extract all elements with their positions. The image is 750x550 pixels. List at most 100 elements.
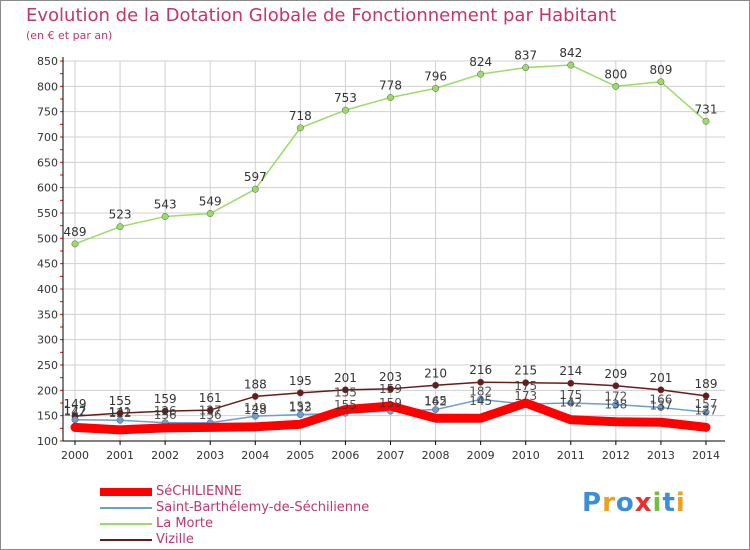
- point-la_morte-2013: [657, 78, 665, 86]
- point-saint_barthelemy-2004: [251, 412, 259, 420]
- x-tick-label-2005: 2005: [286, 449, 314, 462]
- point-sechilienne-2000: [72, 424, 78, 431]
- data-label-la_morte-2005: 718: [289, 109, 312, 123]
- point-sechilienne-2002: [162, 424, 169, 431]
- y-tick-label-400: 400: [37, 283, 58, 296]
- data-label-la_morte-2008: 796: [424, 69, 447, 83]
- data-label-sechilienne-2010: 175: [514, 379, 537, 393]
- point-la_morte-2003: [206, 210, 214, 217]
- point-saint_barthelemy-2011: [567, 399, 575, 407]
- data-label-la_morte-2010: 837: [514, 49, 537, 63]
- x-tick-label-2011: 2011: [557, 449, 585, 462]
- point-la_morte-2007: [387, 94, 394, 101]
- point-la_morte-2009: [477, 70, 485, 78]
- point-la_morte-2001: [116, 223, 124, 231]
- x-tick-label-2001: 2001: [106, 449, 134, 462]
- y-tick-label-500: 500: [37, 232, 58, 245]
- legend-item-la-morte: La Morte: [100, 516, 420, 532]
- data-label-sechilienne-2008: 145: [424, 394, 447, 408]
- point-sechilienne-2012: [612, 418, 619, 425]
- data-label-sechilienne-2011: 142: [559, 396, 582, 410]
- y-tick-label-850: 850: [37, 55, 58, 68]
- data-label-la_morte-2007: 778: [379, 78, 402, 92]
- legend-swatch-sechilienne: [100, 488, 152, 496]
- x-tick-label-2008: 2008: [422, 449, 450, 462]
- data-label-sechilienne-2009: 145: [469, 394, 492, 408]
- legend-label-la-morte: La Morte: [156, 516, 213, 531]
- data-label-vizille-2003: 161: [199, 391, 222, 405]
- data-label-vizille-2006: 201: [334, 371, 357, 385]
- point-saint_barthelemy-2012: [612, 401, 620, 408]
- data-label-la_morte-2003: 549: [199, 195, 222, 209]
- chart-subtitle: (en € et par an): [26, 29, 113, 42]
- x-tick-label-2012: 2012: [602, 449, 630, 462]
- point-la_morte-2006: [341, 106, 349, 114]
- legend-label-sechilienne: SéCHILIENNE: [156, 484, 242, 499]
- data-label-saint_barthelemy-2001: 141: [109, 405, 132, 419]
- data-label-sechilienne-2007: 159: [379, 382, 402, 396]
- y-tick-label-300: 300: [37, 334, 58, 347]
- point-vizille-2003: [206, 406, 214, 414]
- data-label-sechilienne-2003: 127: [199, 403, 222, 417]
- y-tick-label-250: 250: [37, 359, 58, 372]
- legend-item-saint-barthelemy: Saint-Barthélemy-de-Séchilienne: [100, 500, 420, 516]
- data-label-saint_barthelemy-2000: 142: [64, 405, 87, 419]
- point-sechilienne-2011: [567, 416, 574, 423]
- data-label-saint_barthelemy-2013: 166: [649, 393, 672, 407]
- legend-label-saint-barthelemy: Saint-Barthélemy-de-Séchilienne: [156, 500, 370, 515]
- data-label-la_morte-2009: 824: [469, 55, 492, 69]
- data-label-sechilienne-2000: 127: [64, 403, 87, 417]
- legend: SéCHILIENNE Saint-Barthélemy-de-Séchilie…: [100, 484, 420, 548]
- point-vizille-2010: [522, 379, 530, 387]
- data-label-la_morte-2006: 753: [334, 91, 357, 105]
- data-label-saint_barthelemy-2012: 172: [604, 390, 627, 404]
- legend-swatch-saint-barthelemy: [100, 507, 152, 509]
- point-vizille-2012: [612, 382, 620, 390]
- data-label-vizille-2013: 201: [649, 371, 672, 385]
- x-tick-label-2010: 2010: [512, 449, 540, 462]
- point-vizille-2011: [567, 379, 575, 387]
- data-label-saint_barthelemy-2007: 159: [379, 396, 402, 410]
- point-la_morte-2008: [432, 84, 440, 92]
- data-label-saint_barthelemy-2006: 155: [334, 398, 357, 412]
- point-saint_barthelemy-2013: [657, 404, 665, 412]
- point-vizille-2007: [387, 385, 394, 393]
- point-sechilienne-2005: [297, 421, 304, 428]
- data-label-la_morte-2014: 731: [695, 102, 718, 116]
- data-label-la_morte-2012: 800: [604, 67, 627, 81]
- y-tick-label-350: 350: [37, 308, 58, 321]
- y-tick-label-200: 200: [37, 384, 58, 397]
- data-label-la_morte-2001: 523: [109, 208, 132, 222]
- point-vizille-2002: [161, 407, 169, 415]
- legend-item-vizille: Vizille: [100, 532, 420, 548]
- data-label-la_morte-2002: 543: [154, 198, 177, 212]
- legend-swatch-vizille: [100, 539, 152, 541]
- point-sechilienne-2010: [522, 400, 529, 406]
- data-label-sechilienne-2005: 133: [289, 400, 312, 414]
- point-vizille-2001: [116, 409, 124, 417]
- data-label-sechilienne-2014: 127: [695, 403, 718, 417]
- data-label-vizille-2010: 215: [514, 364, 537, 378]
- x-tick-label-2000: 2000: [61, 449, 89, 462]
- point-vizille-2009: [477, 378, 485, 386]
- data-label-vizille-2000: 149: [64, 397, 87, 411]
- data-label-vizille-2007: 203: [379, 370, 402, 384]
- y-tick-label-800: 800: [37, 80, 58, 93]
- data-label-saint_barthelemy-2003: 136: [199, 408, 222, 422]
- point-saint_barthelemy-2005: [296, 411, 304, 419]
- data-label-vizille-2009: 216: [469, 363, 492, 377]
- data-label-vizille-2008: 210: [424, 366, 447, 380]
- y-tick-label-550: 550: [37, 207, 58, 220]
- point-vizille-2008: [432, 381, 440, 389]
- y-tick-label-150: 150: [37, 410, 58, 423]
- point-sechilienne-2006: [342, 406, 349, 413]
- point-vizille-2014: [702, 392, 710, 400]
- data-label-sechilienne-2004: 128: [244, 403, 267, 417]
- data-label-saint_barthelemy-2002: 136: [154, 408, 177, 422]
- data-label-sechilienne-2002: 126: [154, 404, 177, 418]
- point-la_morte-2011: [567, 61, 575, 69]
- data-label-sechilienne-2001: 122: [109, 406, 132, 420]
- data-label-saint_barthelemy-2014: 157: [695, 397, 718, 411]
- point-vizille-2005: [296, 389, 304, 397]
